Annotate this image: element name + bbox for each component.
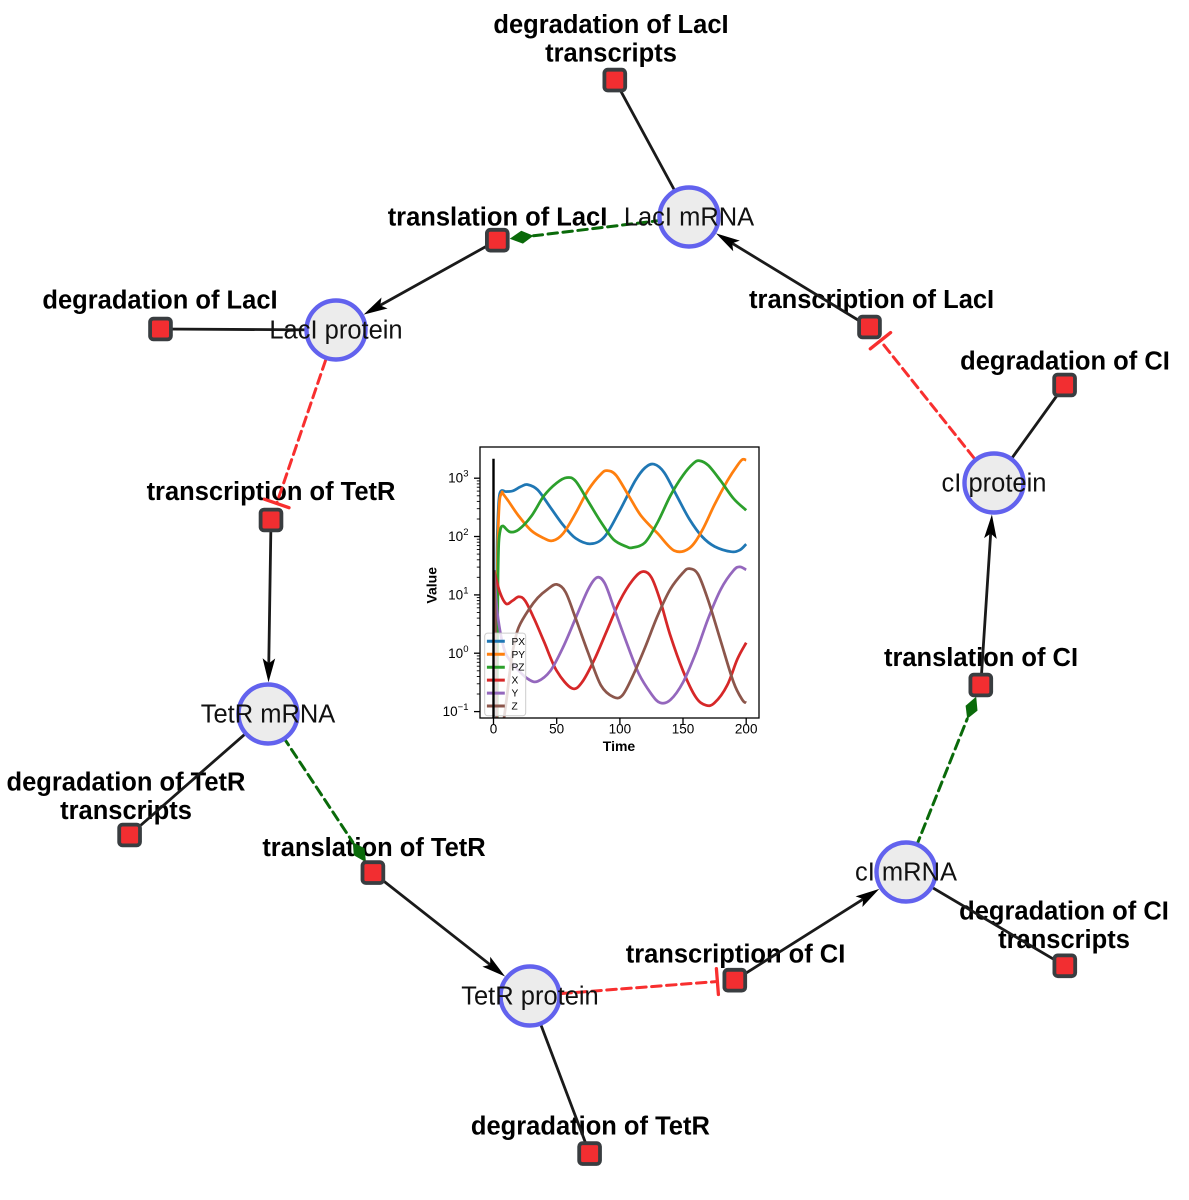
svg-text:Z: Z: [512, 702, 518, 713]
svg-text:TetR protein: TetR protein: [461, 983, 599, 1011]
svg-text:degradation of TetR: degradation of TetR: [471, 1113, 710, 1141]
svg-text:degradation of CI: degradation of CI: [959, 898, 1169, 926]
svg-text:Time: Time: [603, 738, 636, 754]
svg-text:translation of LacI: translation of LacI: [388, 204, 608, 232]
svg-text:TetR mRNA: TetR mRNA: [201, 701, 336, 729]
svg-text:degradation of LacI: degradation of LacI: [493, 11, 728, 39]
svg-text:PZ: PZ: [512, 663, 525, 674]
svg-text:Y: Y: [512, 689, 519, 700]
svg-text:PY: PY: [512, 650, 526, 661]
svg-text:degradation of TetR: degradation of TetR: [7, 769, 246, 797]
svg-text:200: 200: [735, 722, 758, 737]
svg-text:LacI mRNA: LacI mRNA: [624, 204, 754, 232]
svg-text:cI protein: cI protein: [942, 470, 1047, 498]
svg-text:degradation of CI: degradation of CI: [960, 348, 1170, 376]
svg-text:degradation of LacI: degradation of LacI: [42, 287, 277, 315]
svg-text:X: X: [512, 676, 519, 687]
svg-text:150: 150: [672, 722, 695, 737]
svg-text:transcripts: transcripts: [545, 40, 677, 68]
svg-text:transcripts: transcripts: [998, 926, 1130, 954]
svg-text:100: 100: [609, 722, 632, 737]
svg-text:Value: Value: [424, 567, 440, 604]
svg-text:translation of TetR: translation of TetR: [262, 834, 485, 862]
svg-text:cI mRNA: cI mRNA: [855, 859, 957, 887]
svg-text:transcription of LacI: transcription of LacI: [749, 286, 994, 314]
svg-text:PX: PX: [512, 637, 526, 648]
svg-text:transcription of CI: transcription of CI: [626, 941, 846, 969]
svg-text:LacI protein: LacI protein: [269, 317, 402, 345]
svg-text:50: 50: [549, 722, 564, 737]
svg-text:0: 0: [490, 722, 498, 737]
svg-text:transcripts: transcripts: [60, 797, 192, 825]
